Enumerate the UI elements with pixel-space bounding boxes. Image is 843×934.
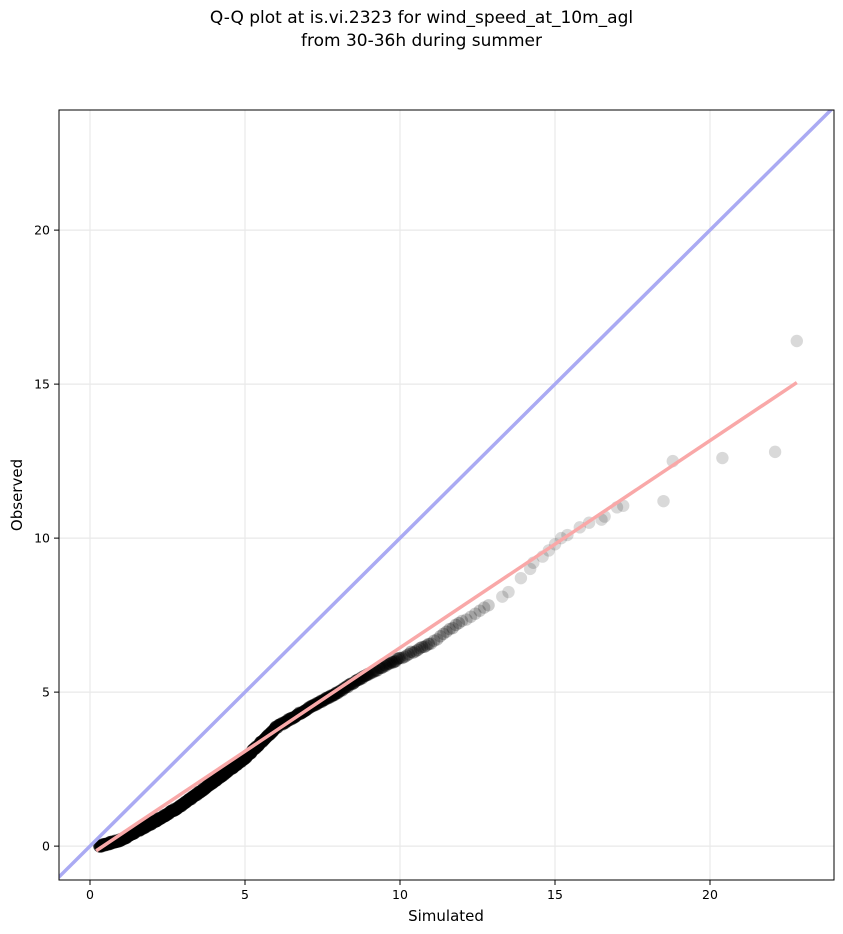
reference-lines	[59, 110, 834, 880]
x-tick-label: 20	[702, 887, 718, 902]
data-point	[409, 645, 422, 658]
y-tick-label: 10	[34, 531, 50, 546]
data-point	[375, 661, 388, 675]
data-point	[418, 640, 431, 654]
data-point	[381, 657, 394, 671]
data-point	[379, 659, 393, 672]
data-point	[415, 640, 429, 654]
y-tick-label: 5	[42, 685, 50, 700]
y-tick-label: 20	[34, 223, 50, 238]
chart-title: Q-Q plot at is.vi.2323 for wind_speed_at…	[209, 8, 634, 28]
x-axis-label: Simulated	[408, 907, 484, 925]
data-point	[424, 637, 438, 650]
identity-line	[59, 110, 834, 880]
data-point	[437, 627, 450, 641]
data-point	[431, 633, 444, 646]
data-point	[407, 646, 420, 659]
x-tick-label: 5	[241, 887, 249, 902]
data-point	[464, 610, 478, 623]
data-point	[371, 664, 384, 677]
data-point	[385, 655, 398, 669]
data-point	[452, 616, 466, 630]
data-point	[392, 652, 405, 665]
data-point	[383, 657, 397, 670]
data-point	[388, 655, 401, 668]
data-point	[422, 637, 435, 651]
x-tick-label: 15	[547, 887, 563, 902]
data-point	[657, 494, 670, 508]
plot-frame	[58, 109, 835, 881]
data-point	[790, 334, 803, 348]
data-point	[473, 604, 486, 617]
data-point	[390, 652, 404, 666]
data-point	[396, 651, 409, 665]
data-point	[389, 655, 402, 668]
data-point	[402, 648, 416, 661]
x-tick-label: 10	[392, 887, 408, 902]
data-points	[93, 334, 803, 853]
chart-subtitle: from 30-36h during summer	[301, 31, 542, 51]
data-point	[413, 642, 427, 655]
y-tick-label: 0	[42, 839, 50, 854]
data-point	[420, 639, 433, 652]
data-point	[400, 649, 413, 662]
y-tick-label: 15	[34, 377, 50, 392]
data-point	[434, 630, 447, 643]
data-point	[768, 445, 782, 459]
data-point	[382, 657, 395, 670]
axis-ticks: 0 5 10 15 20 0 5 10 15 20	[34, 223, 718, 902]
fit-line	[95, 381, 798, 853]
data-point	[376, 660, 390, 674]
data-point	[404, 645, 418, 659]
data-point	[502, 585, 515, 599]
data-point	[398, 650, 411, 664]
data-point	[496, 590, 509, 603]
data-point	[716, 451, 729, 465]
grid-layer	[59, 110, 834, 880]
data-point	[455, 614, 469, 628]
data-point	[524, 562, 537, 576]
y-axis-label: Observed	[8, 459, 26, 531]
data-point	[477, 601, 491, 614]
data-point	[469, 607, 482, 620]
data-point	[411, 643, 424, 657]
data-point	[443, 622, 456, 636]
data-point	[427, 634, 441, 647]
data-point	[449, 618, 462, 632]
data-point	[440, 625, 453, 638]
data-point	[446, 621, 459, 635]
data-point	[386, 656, 400, 669]
data-point	[393, 651, 407, 665]
data-point	[514, 571, 528, 585]
x-tick-label: 0	[86, 887, 94, 902]
data-point	[460, 613, 473, 626]
data-point	[482, 599, 495, 612]
